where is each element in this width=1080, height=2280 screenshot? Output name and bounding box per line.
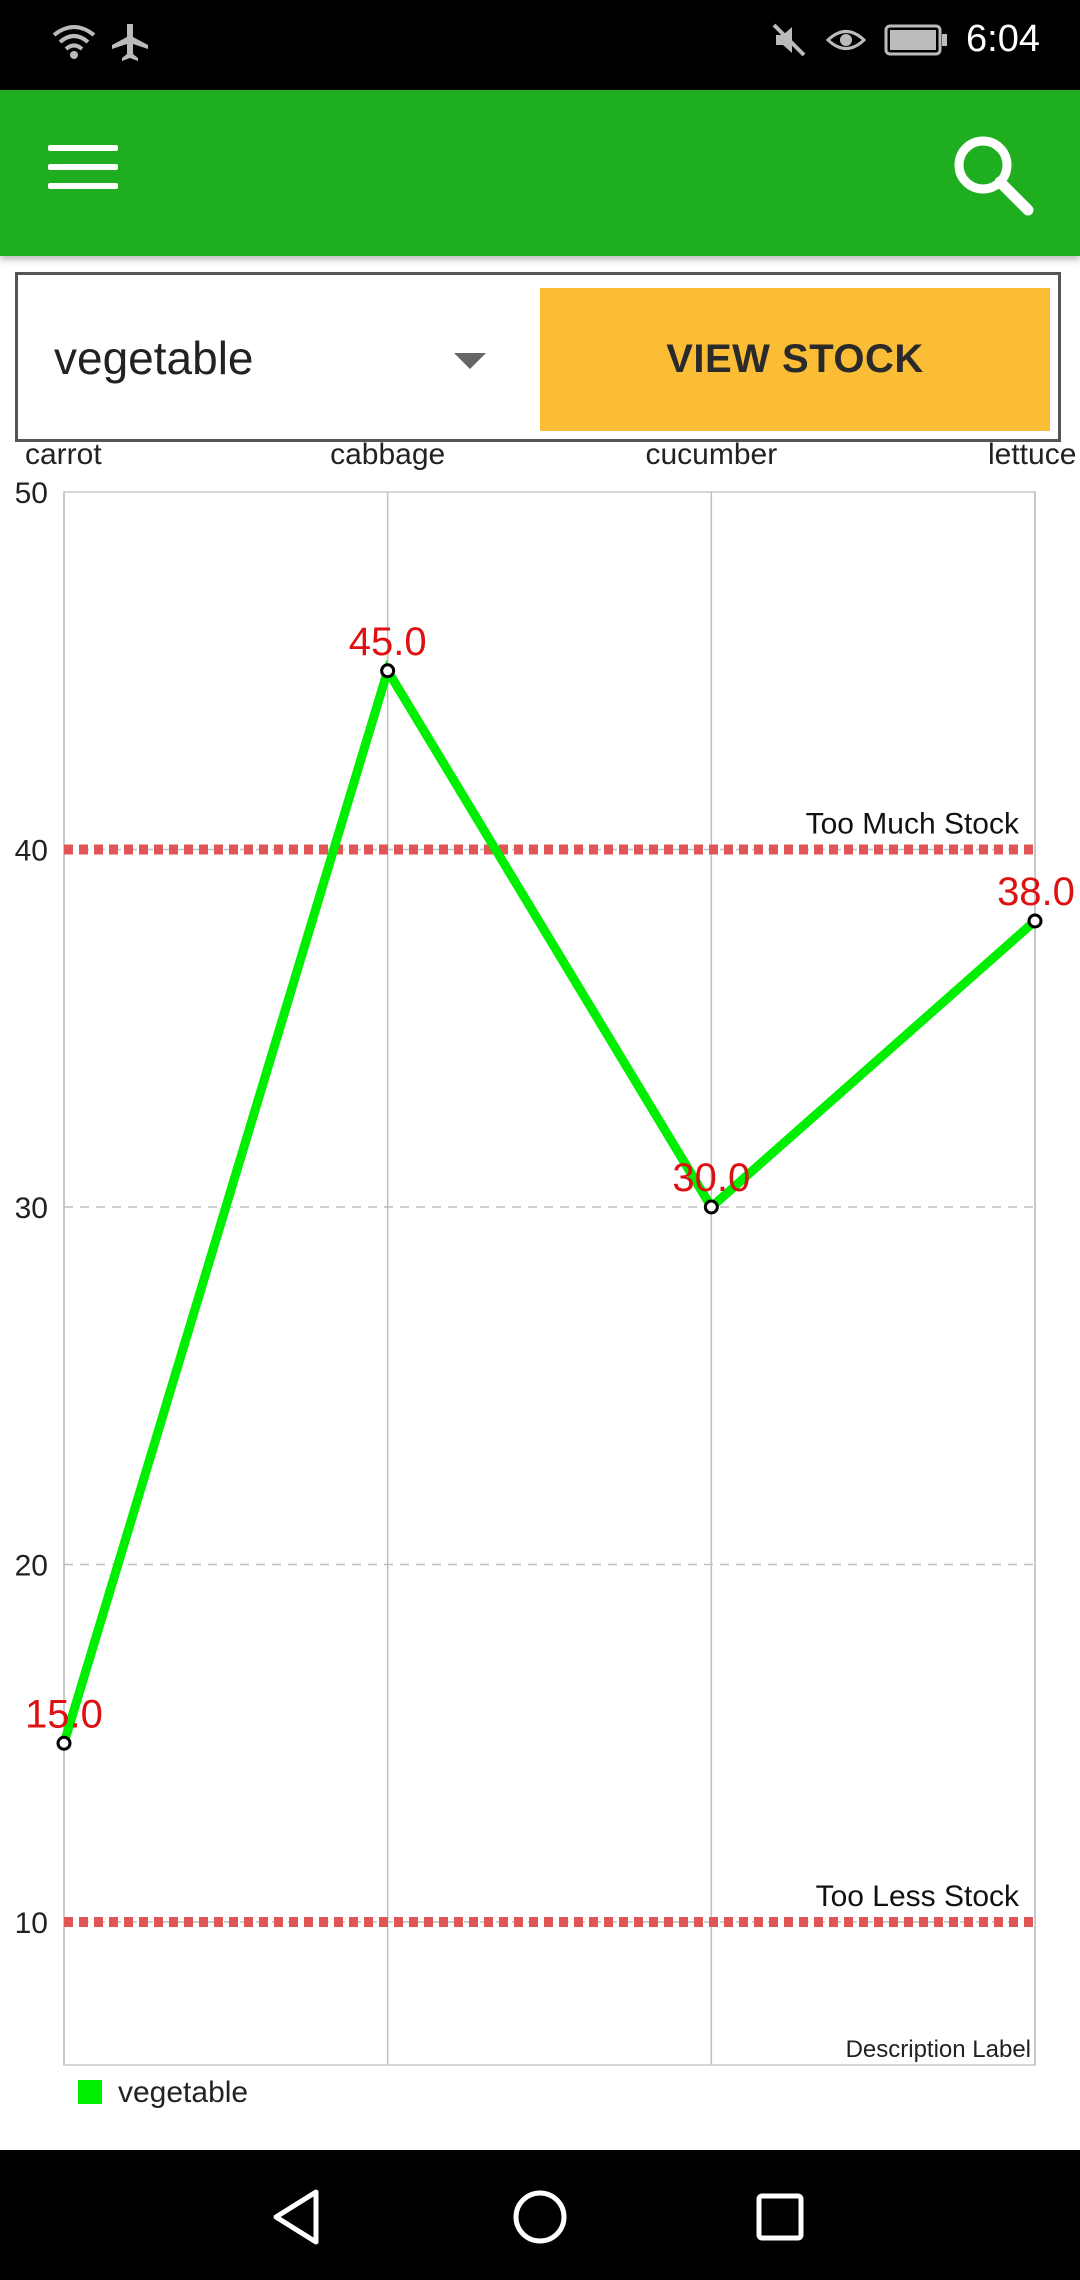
status-left [52,22,150,62]
filter-controls: vegetable VIEW STOCK [15,272,1061,442]
home-icon[interactable] [505,2182,575,2252]
limit-line-label: Too Less Stock [816,1880,1020,1913]
menu-icon[interactable] [48,145,118,205]
search-icon[interactable] [948,130,1038,220]
line-chart: 10 20 30 40 50 carrot cabbage cucumber lettuce To… [15,438,1077,2109]
y-tick-label: 30 [15,1192,48,1225]
category-dropdown-value: vegetable [54,332,254,384]
navigation-bar [0,2150,1080,2280]
y-tick-label: 10 [15,1907,48,1940]
recents-icon[interactable] [745,2182,815,2252]
back-icon[interactable] [264,2182,334,2252]
x-category-label: lettuce [988,442,1076,471]
legend-label: vegetable [118,2076,248,2109]
data-point [703,1199,719,1215]
x-category-label: cabbage [330,442,445,471]
series-line-vegetable [59,659,1038,1745]
category-dropdown[interactable]: vegetable [18,275,538,439]
plot-border [63,491,1036,2066]
x-category-label: cucumber [645,442,777,471]
data-value-label: 15.0 [25,1692,103,1736]
y-tick-label: 50 [15,477,48,510]
stock-chart: 10 20 30 40 50 carrot cabbage cucumber lettuce To… [0,438,1080,2142]
battery-icon [884,24,948,55]
view-stock-button[interactable]: VIEW STOCK [540,288,1050,431]
y-tick-label: 20 [15,1550,48,1583]
chart-description: Description Label [846,2036,1031,2063]
data-value-label: 45.0 [349,620,427,664]
x-category-label: carrot [25,442,102,471]
dropdown-arrow-icon [454,353,486,369]
eye-icon [826,29,867,50]
mute-icon [772,23,806,56]
limit-line-label: Too Much Stock [806,808,1020,841]
y-tick-label: 40 [15,835,48,868]
app-bar [0,90,1080,256]
clock: 6:04 [966,18,1040,60]
legend-swatch [78,2080,102,2104]
wifi-icon [52,25,96,59]
data-value-label: 30.0 [672,1156,750,1200]
data-value-label: 38.0 [997,870,1075,914]
status-right: 6:04 [770,18,1040,61]
airplane-icon [112,24,148,61]
status-bar: 6:04 [0,0,1080,90]
data-point [380,663,396,679]
data-point [1027,913,1043,929]
data-point [56,1735,72,1751]
